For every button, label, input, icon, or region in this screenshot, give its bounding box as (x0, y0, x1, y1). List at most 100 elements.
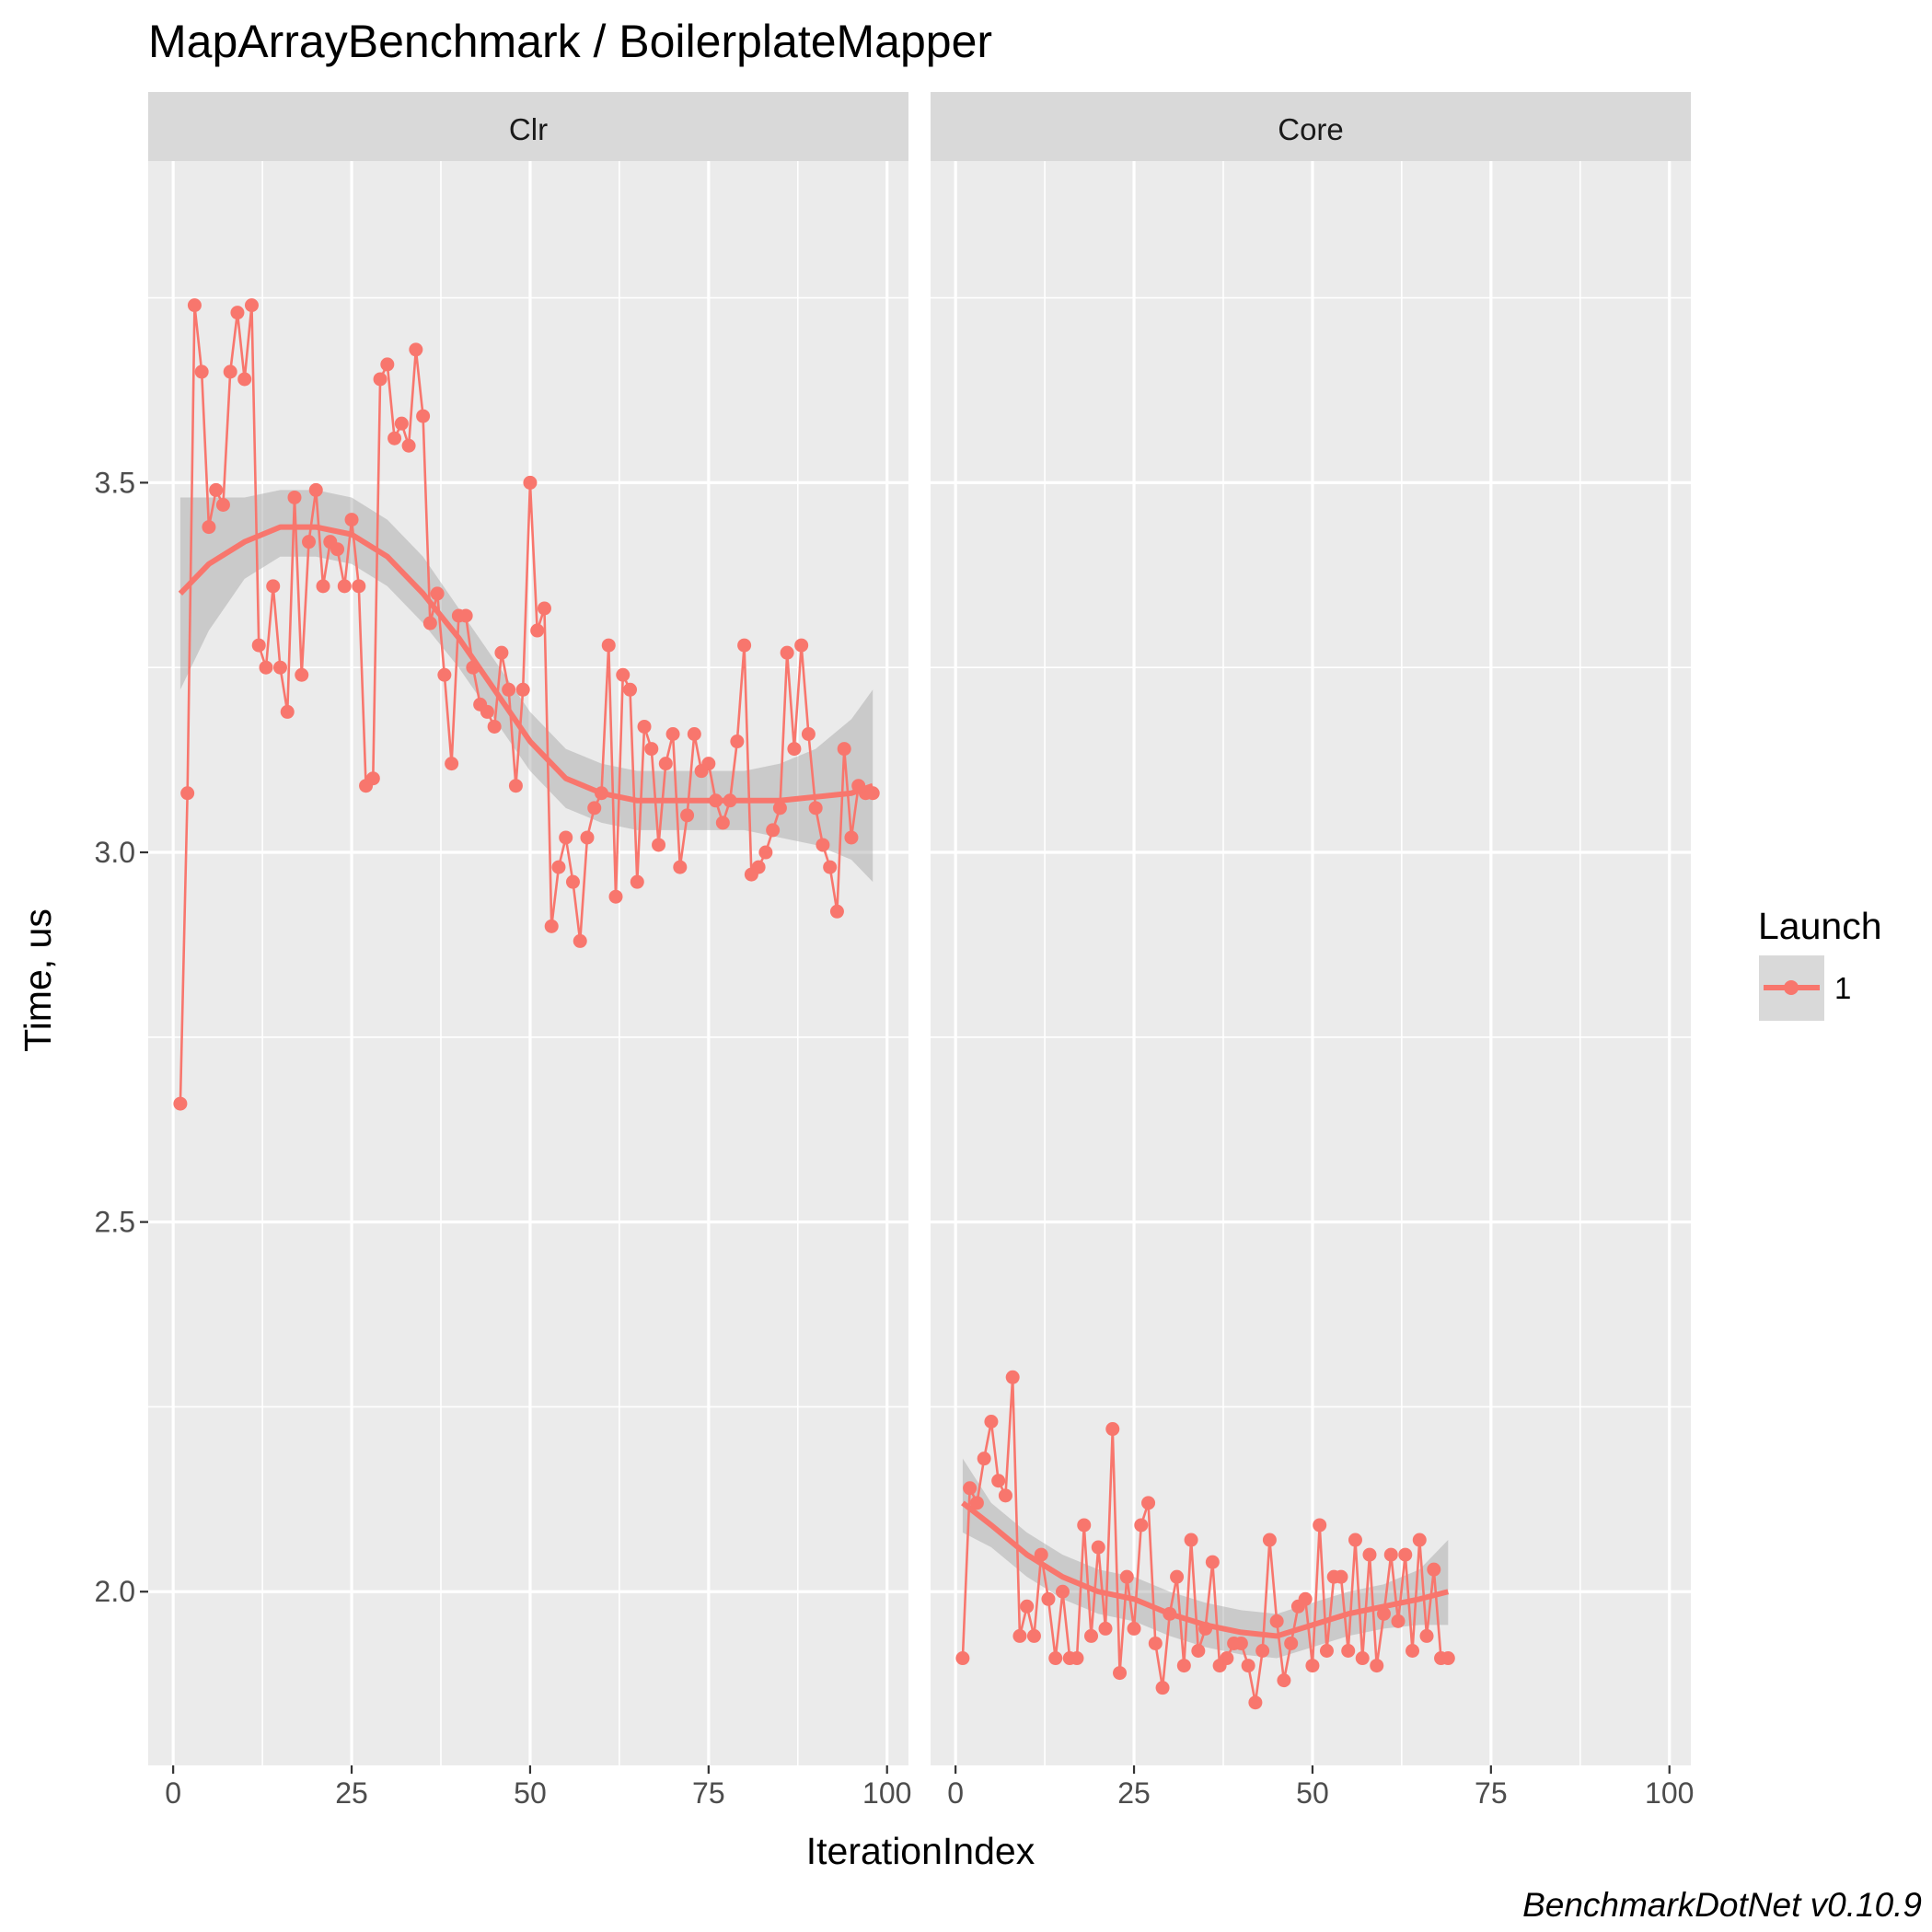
data-point (1191, 1644, 1206, 1658)
data-point (530, 623, 545, 638)
data-point (1319, 1644, 1334, 1658)
x-tick-label: 0 (947, 1776, 964, 1810)
data-point (1391, 1614, 1406, 1628)
data-point (1277, 1673, 1291, 1688)
data-point (344, 513, 359, 527)
data-point (969, 1496, 984, 1510)
data-point (409, 342, 423, 357)
data-point (373, 372, 388, 387)
data-point (1305, 1659, 1320, 1673)
facet-strip (931, 92, 1691, 161)
data-point (401, 438, 416, 453)
data-point (1334, 1569, 1348, 1584)
data-point (644, 742, 659, 757)
facet-panels: Clr 0 25 50 75 100 2.0 2.5 3.0 3.5 Core 0 25 50 75 100 (95, 92, 1694, 1810)
data-point (515, 682, 530, 697)
data-point (616, 667, 631, 682)
data-point (523, 475, 538, 490)
panel-background (931, 161, 1691, 1765)
data-point (1412, 1533, 1427, 1547)
data-point (984, 1415, 999, 1429)
x-tick-label: 50 (1296, 1776, 1329, 1810)
data-point (1370, 1659, 1384, 1673)
data-point (430, 586, 445, 601)
x-tick-label: 100 (862, 1776, 911, 1810)
panel-core: Core 0 25 50 75 100 (931, 92, 1694, 1810)
chart-title: MapArrayBenchmark / BoilerplateMapper (148, 16, 992, 67)
data-point (623, 682, 638, 697)
data-point (1041, 1591, 1056, 1606)
data-point (730, 735, 745, 749)
data-point (388, 431, 402, 445)
data-point (801, 727, 816, 741)
data-point (266, 579, 281, 594)
data-point (573, 933, 587, 948)
panel-clr: Clr 0 25 50 75 100 2.0 2.5 3.0 3.5 (95, 92, 911, 1810)
x-axis-title: IterationIndex (806, 1830, 1035, 1872)
y-tick-label: 3.5 (95, 466, 135, 499)
data-point (751, 860, 766, 874)
data-point (1241, 1659, 1255, 1673)
data-point (316, 579, 330, 594)
data-point (1298, 1591, 1313, 1606)
legend-entry-label: 1 (1834, 971, 1851, 1005)
y-tick-label: 2.5 (95, 1206, 135, 1239)
data-point (1105, 1422, 1120, 1437)
data-point (1134, 1518, 1149, 1533)
data-point (230, 306, 245, 320)
data-point (1205, 1555, 1220, 1569)
data-point (259, 660, 273, 675)
data-point (1440, 1651, 1455, 1666)
data-point (823, 860, 838, 874)
data-point (587, 801, 602, 816)
smooth-line (178, 524, 874, 804)
data-point (1176, 1659, 1191, 1673)
data-point (251, 638, 266, 653)
data-point (787, 742, 802, 757)
data-point (487, 719, 502, 734)
data-point (1376, 1606, 1391, 1621)
data-point (1091, 1540, 1105, 1555)
x-tick-label: 50 (514, 1776, 547, 1810)
data-point (337, 579, 352, 594)
facet-strip-label: Clr (509, 112, 548, 146)
data-point (1113, 1666, 1128, 1681)
x-tick-label: 75 (692, 1776, 725, 1810)
x-tick-label: 25 (1117, 1776, 1151, 1810)
data-point (687, 727, 701, 741)
data-point (844, 830, 859, 845)
data-point (794, 638, 809, 653)
data-point (837, 742, 851, 757)
x-tick-label: 75 (1475, 1776, 1508, 1810)
data-point (1141, 1496, 1156, 1510)
data-point (701, 757, 716, 771)
panel-background (148, 161, 908, 1765)
data-point (652, 838, 666, 852)
data-point (1055, 1584, 1070, 1599)
data-point (1355, 1651, 1370, 1666)
data-point (244, 298, 259, 313)
data-point (1362, 1547, 1377, 1562)
data-point (437, 667, 452, 682)
data-point (1406, 1644, 1420, 1658)
data-point (365, 771, 380, 786)
data-point (1220, 1651, 1234, 1666)
data-point (187, 298, 202, 313)
data-point (673, 860, 688, 874)
data-point (1313, 1518, 1327, 1533)
confidence-band (962, 1458, 1449, 1659)
data-point (1269, 1614, 1284, 1628)
data-point (194, 364, 209, 379)
y-tick-label: 2.0 (95, 1575, 135, 1608)
data-point (1262, 1533, 1277, 1547)
data-point (551, 860, 566, 874)
data-point (173, 1096, 188, 1111)
data-point (808, 801, 823, 816)
confidence-band (179, 490, 873, 883)
data-point (658, 757, 673, 771)
x-tick-label: 100 (1645, 1776, 1694, 1810)
data-point (601, 638, 616, 653)
data-point (737, 638, 752, 653)
data-point (330, 542, 345, 557)
